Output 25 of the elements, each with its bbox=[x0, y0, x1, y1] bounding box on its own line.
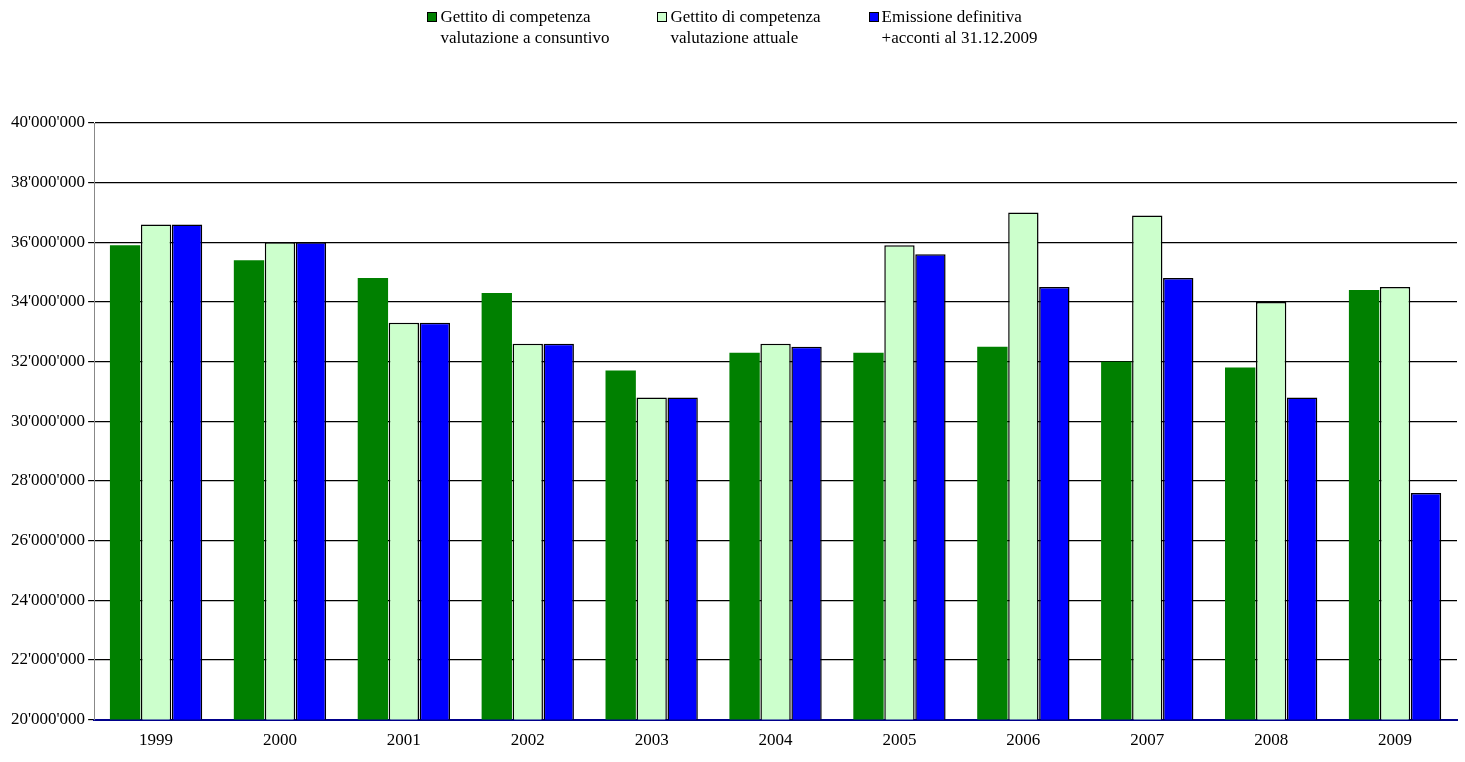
x-tick-label: 2009 bbox=[1378, 730, 1413, 750]
y-tick-label: 30'000'000 bbox=[10, 410, 86, 430]
y-tick-label: 34'000'000 bbox=[10, 291, 86, 311]
x-tick-label: 2001 bbox=[386, 730, 421, 750]
legend-label: Gettito di competenza valutazione a consuntivo bbox=[440, 6, 610, 48]
x-tick-label: 2003 bbox=[634, 730, 669, 750]
x-tick-label: 2005 bbox=[882, 730, 917, 750]
y-tick-label: 24'000'000 bbox=[10, 589, 86, 609]
y-tick-label: 32'000'000 bbox=[10, 351, 86, 371]
y-tick-label: 36'000'000 bbox=[10, 231, 86, 251]
x-tick-label: 2002 bbox=[510, 730, 545, 750]
y-tick-label: 22'000'000 bbox=[10, 649, 86, 669]
x-tick-label: 2006 bbox=[1006, 730, 1041, 750]
x-tick-label: 2004 bbox=[758, 730, 794, 750]
x-tick-label: 1999 bbox=[139, 730, 174, 750]
y-tick-label: 20'000'000 bbox=[10, 709, 86, 729]
y-tick-label: 26'000'000 bbox=[10, 530, 86, 550]
x-tick-label: 2008 bbox=[1254, 730, 1289, 750]
y-tick-label: 28'000'000 bbox=[10, 470, 86, 490]
y-tick-label: 38'000'000 bbox=[10, 172, 86, 192]
x-tick-label: 2007 bbox=[1130, 730, 1165, 750]
x-tick-label: 2000 bbox=[262, 730, 297, 750]
y-tick-label: 40'000'000 bbox=[10, 112, 86, 132]
legend-label: Gettito di competenza valutazione attuale bbox=[670, 6, 821, 48]
legend-label: Emissione definitiva +acconti al 31.12.2009 bbox=[881, 6, 1038, 48]
